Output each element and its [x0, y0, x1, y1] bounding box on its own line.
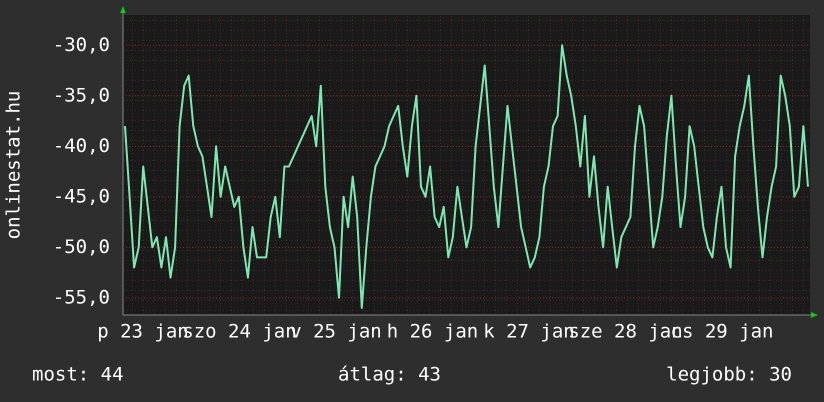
footer-current: most: 44 [32, 364, 124, 386]
y-tick-label: -50,0 [53, 236, 110, 258]
y-tick-label: -35,0 [53, 84, 110, 106]
y-tick-label: -45,0 [53, 185, 110, 207]
y-tick-label: -55,0 [53, 286, 110, 308]
x-tick-label: cs 29 jan [671, 321, 774, 343]
footer-average: átlag: 43 [338, 364, 441, 386]
x-tick-label: p 23 jan [97, 321, 189, 343]
data-line [124, 44, 809, 309]
axis-arrow [811, 312, 818, 318]
y-axis-label: onlinestat.hu [3, 91, 25, 240]
x-tick-label: sze 28 jan [568, 321, 682, 343]
axis-arrow [120, 6, 126, 13]
footer-best: legjobb: 30 [666, 364, 792, 386]
minor-grid [123, 15, 810, 315]
x-tick-label: v 25 jan [290, 321, 382, 343]
x-tick-label: k 27 jan [483, 321, 575, 343]
x-tick-label: h 26 jan [387, 321, 479, 343]
y-tick-label: -30,0 [53, 34, 110, 56]
x-tick-label: szo 24 jan [182, 321, 296, 343]
y-tick-label: -40,0 [53, 135, 110, 157]
